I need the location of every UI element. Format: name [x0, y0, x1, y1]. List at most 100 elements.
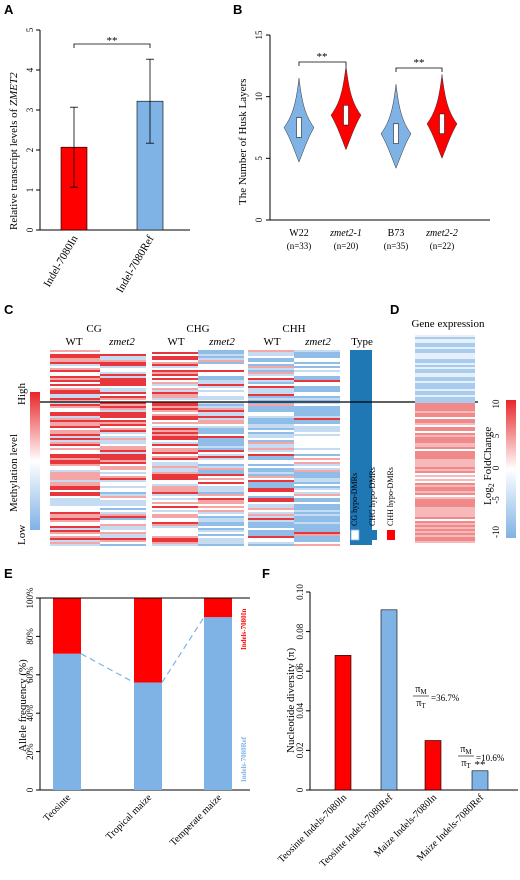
- heatmap-row-stripe: [198, 396, 244, 398]
- heatmap-row-stripe: [152, 444, 198, 446]
- heatmap-row-stripe: [294, 442, 340, 444]
- heatmap-row-stripe: [198, 522, 244, 524]
- heatmap-row-stripe: [198, 358, 244, 360]
- heatmap-row-stripe: [100, 474, 146, 476]
- panel-f-ratio-1-value: =36.7%: [431, 693, 460, 703]
- heatmap-row-stripe: [294, 366, 340, 368]
- heatmap-row-stripe: [198, 512, 244, 514]
- heatmap-row-stripe: [152, 414, 198, 416]
- heatmap-row-stripe: [294, 438, 340, 440]
- gene-expression-row-stripe: [415, 467, 475, 469]
- heatmap-row-stripe: [198, 520, 244, 522]
- heatmap-row-stripe: [198, 450, 244, 452]
- heatmap-row-stripe: [248, 430, 294, 432]
- heatmap-row-stripe: [248, 458, 294, 460]
- heatmap-row-stripe: [294, 408, 340, 410]
- heatmap-row-stripe: [50, 366, 100, 368]
- panel-f-ytick-label: 0.10: [295, 584, 305, 600]
- heatmap-row-stripe: [198, 448, 244, 450]
- panel-b-boxplot: [439, 113, 445, 134]
- heatmap-row-stripe: [294, 422, 340, 424]
- panel-e-ytick-label: 100%: [25, 587, 35, 609]
- heatmap-row-stripe: [100, 390, 146, 392]
- heatmap-row-stripe: [248, 400, 294, 402]
- heatmap-row-stripe: [248, 384, 294, 386]
- heatmap-row-stripe: [50, 360, 100, 362]
- legend-swatch-chg: [369, 530, 377, 540]
- heatmap-row-stripe: [198, 496, 244, 498]
- gene-expression-row-stripe: [415, 385, 475, 387]
- panel-b-group-n: (n=35): [384, 241, 409, 251]
- gene-expression-row-stripe: [415, 487, 475, 489]
- heatmap-row-stripe: [198, 466, 244, 468]
- methylation-scale-low: Low: [16, 525, 28, 545]
- heatmap-row-stripe: [50, 392, 100, 394]
- gene-expression-row-stripe: [415, 367, 475, 369]
- heatmap-row-stripe: [152, 458, 198, 460]
- heatmap-row-stripe: [50, 496, 100, 498]
- heatmap-row-stripe: [294, 462, 340, 464]
- heatmap-row-stripe: [50, 468, 100, 470]
- heatmap-col-cg-mut: zmet2: [108, 336, 135, 348]
- heatmap-row-stripe: [100, 442, 146, 444]
- heatmap-row-stripe: [248, 478, 294, 480]
- heatmap-row-stripe: [198, 484, 244, 486]
- heatmap-row-stripe: [248, 542, 294, 544]
- heatmap-row-stripe: [100, 420, 146, 422]
- heatmap-row-stripe: [152, 404, 198, 406]
- heatmap-row-stripe: [100, 528, 146, 530]
- heatmap-row-stripe: [50, 442, 100, 444]
- panel-b-group-label: W22: [289, 228, 308, 239]
- heatmap-row-stripe: [198, 410, 244, 412]
- heatmap-row-stripe: [100, 454, 146, 456]
- heatmap-row-stripe: [50, 490, 100, 492]
- heatmap-row-stripe: [248, 482, 294, 484]
- heatmap-row-stripe: [294, 386, 340, 388]
- legend-label-chg: CHG hypo-DMRs: [368, 467, 377, 526]
- panel-f-significance: **: [475, 759, 486, 771]
- heatmap-row-stripe: [248, 370, 294, 372]
- heatmap-row-stripe: [50, 482, 100, 484]
- gene-expression-row-stripe: [415, 445, 475, 447]
- heatmap-row-stripe: [198, 474, 244, 476]
- heatmap-row-stripe: [198, 536, 244, 538]
- heatmap-row-stripe: [50, 354, 100, 356]
- heatmap-row-stripe: [152, 544, 198, 546]
- heatmap-row-stripe: [100, 536, 146, 538]
- heatmap-row-stripe: [198, 428, 244, 430]
- gene-expression-row-stripe: [415, 451, 475, 453]
- heatmap-row-stripe: [100, 470, 146, 472]
- heatmap-row-stripe: [198, 352, 244, 354]
- heatmap-row-stripe: [152, 402, 198, 404]
- heatmap-row-stripe: [294, 474, 340, 476]
- heatmap-row-stripe: [294, 476, 340, 478]
- heatmap-row-stripe: [152, 488, 198, 490]
- heatmap-group-title-chg: CHG: [186, 323, 209, 335]
- heatmap-row-stripe: [50, 410, 100, 412]
- heatmap-row-stripe: [294, 518, 340, 520]
- heatmap-row-stripe: [100, 374, 146, 376]
- heatmap-row-stripe: [294, 378, 340, 380]
- type-column-bar: [350, 350, 372, 545]
- panel-e-bar-ref: [53, 653, 81, 790]
- gene-expression-row-stripe: [415, 515, 475, 517]
- heatmap-row-stripe: [248, 412, 294, 414]
- heatmap-row-stripe: [248, 440, 294, 442]
- gene-expression-row-stripe: [415, 405, 475, 407]
- heatmap-row-stripe: [100, 500, 146, 502]
- gene-expression-row-stripe: [415, 443, 475, 445]
- panel-e-trend-line: [80, 616, 205, 684]
- heatmap-row-stripe: [294, 524, 340, 526]
- gene-expression-row-stripe: [415, 351, 475, 353]
- heatmap-col-chh-mut: zmet2: [304, 336, 331, 348]
- heatmap-row-stripe: [248, 394, 294, 396]
- heatmap-row-stripe: [100, 350, 146, 352]
- foldchange-scale-bar: [506, 400, 516, 538]
- heatmap-row-stripe: [100, 448, 146, 450]
- heatmap-row-stripe: [100, 410, 146, 412]
- heatmap-row-stripe: [248, 472, 294, 474]
- heatmap-row-stripe: [152, 486, 198, 488]
- heatmap-row-stripe: [100, 490, 146, 492]
- heatmap-row-stripe: [198, 528, 244, 530]
- panel-b-group-label: B73: [388, 228, 405, 239]
